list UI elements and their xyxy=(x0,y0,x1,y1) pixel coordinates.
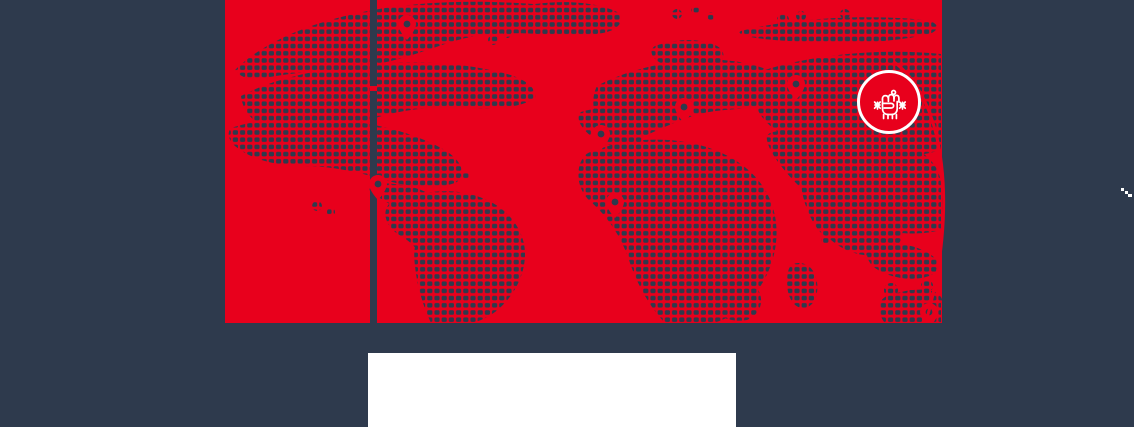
dotted-mark-icon xyxy=(1121,188,1132,197)
map-pin-icon xyxy=(398,15,416,40)
map-vertical-divider xyxy=(370,0,377,323)
content-block-label xyxy=(368,353,369,354)
dotted-mark-icon xyxy=(0,173,8,201)
world-map-halftone-icon xyxy=(225,0,942,323)
map-pin-north-america-west[interactable] xyxy=(225,105,227,130)
map-pin-icon xyxy=(369,175,387,200)
map-pin-icon xyxy=(787,75,805,100)
map-pin-central-asia[interactable] xyxy=(787,75,805,100)
dotted-mark-right xyxy=(1120,186,1134,200)
map-pin-north-america-north[interactable] xyxy=(398,15,416,40)
map-pin-south-america[interactable] xyxy=(369,175,387,200)
raised-fist-icon xyxy=(869,82,909,122)
map-pin-icon xyxy=(592,125,610,150)
map-pin-middle-east[interactable] xyxy=(675,98,693,123)
map-pin-icon xyxy=(606,193,624,218)
map-divider-notch xyxy=(370,86,377,91)
map-pin-icon xyxy=(675,98,693,123)
map-pin-icon xyxy=(225,108,227,121)
content-block[interactable] xyxy=(368,353,736,427)
map-pin-oceania[interactable] xyxy=(920,303,938,323)
world-map-panel[interactable] xyxy=(225,0,942,323)
map-pin-africa[interactable] xyxy=(606,193,624,218)
badge-label xyxy=(857,70,858,71)
map-pin-icon xyxy=(920,303,938,323)
raised-fist-badge[interactable] xyxy=(857,70,921,134)
dotted-mark-left xyxy=(0,172,14,202)
map-pin-europe[interactable] xyxy=(592,125,610,150)
